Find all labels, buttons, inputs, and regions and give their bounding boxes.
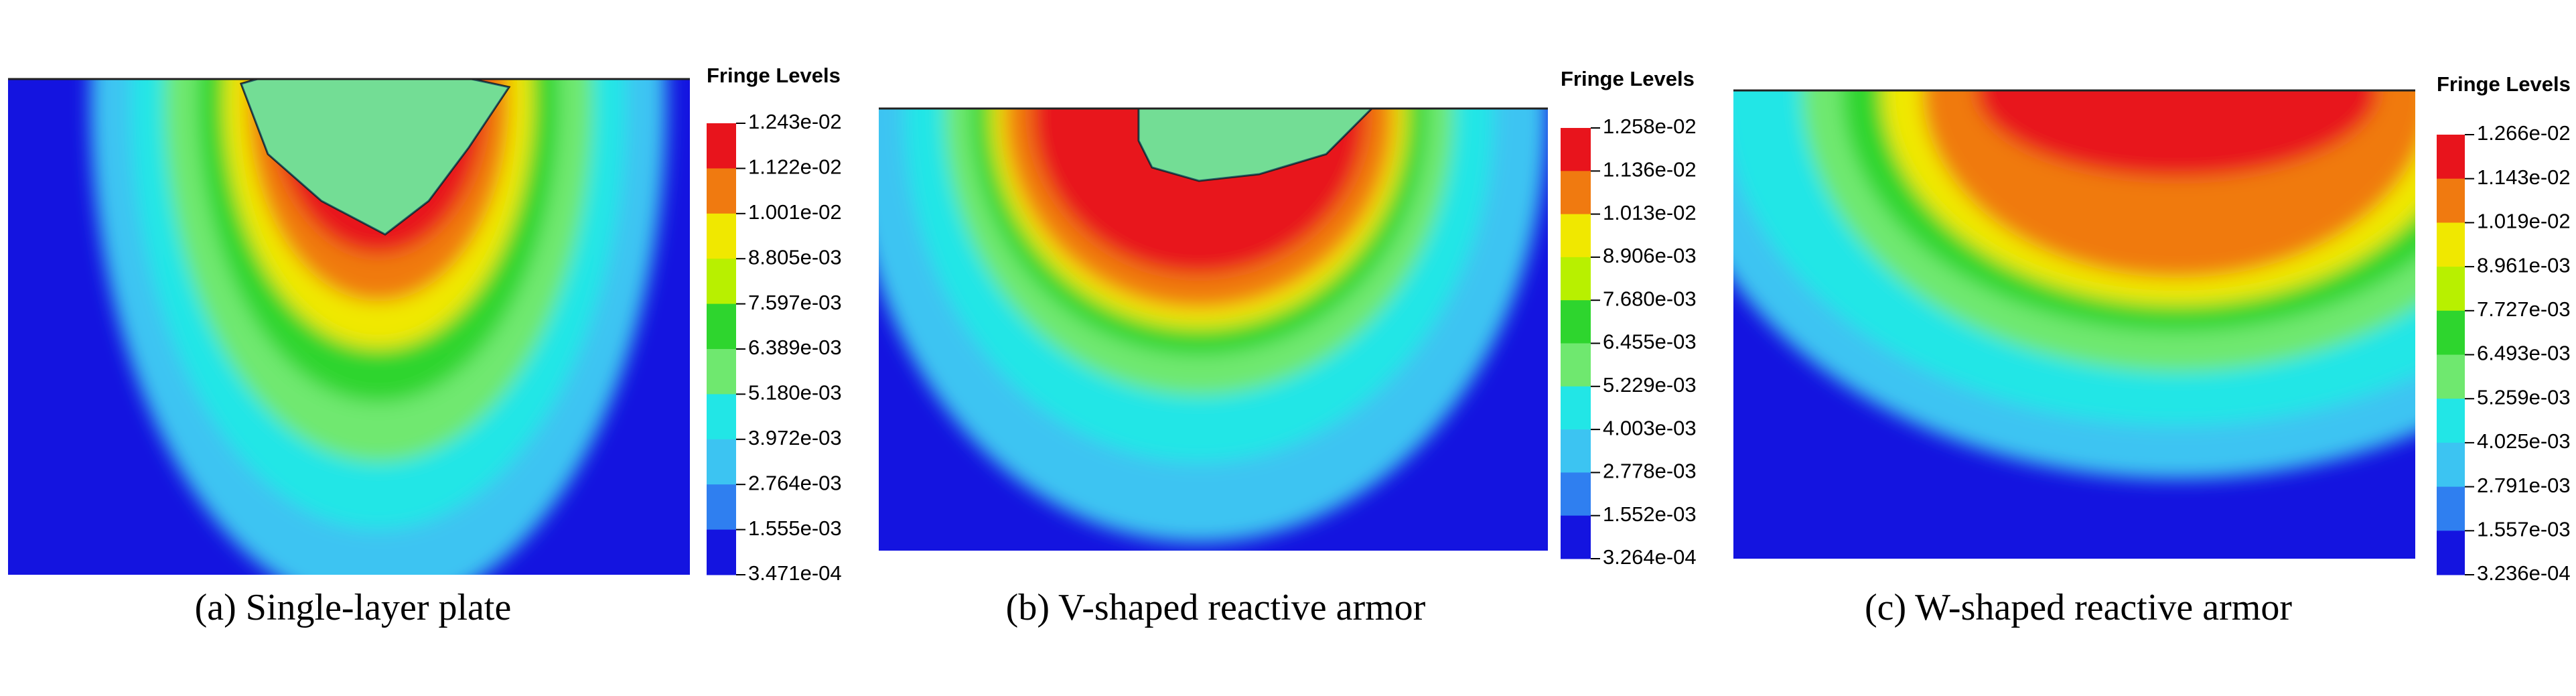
legend-band [1561,171,1591,215]
legend-band [2437,222,2465,267]
legend-level: 3.264e-04 [1603,545,1697,569]
caption: (a) Single-layer plate [195,587,512,628]
legend-level: 3.471e-04 [748,561,842,585]
legend-level: 6.455e-03 [1603,330,1697,354]
legend-level: 5.229e-03 [1603,373,1697,397]
legend-level: 1.552e-03 [1603,502,1697,526]
legend-band [707,259,736,305]
legend-level: 6.493e-03 [2477,342,2571,365]
legend-level: 3.972e-03 [748,426,842,449]
legend-band [1561,472,1591,516]
legend-level: 8.906e-03 [1603,244,1697,267]
contour-layers [879,109,1547,543]
legend-band [707,168,736,214]
contour-layers [1733,90,2415,479]
legend-level: 1.258e-02 [1603,115,1697,138]
legend-level: 1.019e-02 [2477,210,2571,233]
legend-level: 4.003e-03 [1603,416,1697,439]
crater-facet [241,79,509,234]
legend-band [2437,399,2465,443]
legend-band [1561,128,1591,171]
legend-level: 1.001e-02 [748,200,842,224]
panel: Fringe Levels 1.258e-02 1.136e-02 1.013e-02… [879,67,1697,628]
contour-plot [879,109,1548,551]
crater [240,79,511,236]
legend-band [707,349,736,395]
legend-level: 4.025e-03 [2477,429,2571,453]
legend-band [707,529,736,575]
legend-band [1561,343,1591,387]
legend-level: 8.961e-03 [2477,253,2571,277]
legend-level: 7.597e-03 [748,291,842,314]
legend-level: 1.122e-02 [748,155,842,179]
legend-level: 8.805e-03 [748,245,842,269]
caption: (b) V-shaped reactive armor [1006,587,1426,628]
legend-level: 1.243e-02 [748,110,842,133]
legend-level: 1.013e-02 [1603,201,1697,224]
legend-band [2437,486,2465,531]
legend-band [2437,135,2465,180]
legend-band [707,213,736,259]
legend-band [2437,310,2465,355]
legend-band [2437,531,2465,575]
panel: Fringe Levels 1.266e-02 1.143e-02 1.019e-02… [1733,72,2571,628]
legend-band [2437,178,2465,223]
crater-facet [1139,109,1372,181]
legend-band [707,303,736,350]
legend-level: 7.727e-03 [2477,297,2571,321]
legend-band [1561,214,1591,258]
legend-level: 1.136e-02 [1603,157,1697,181]
legend-level: 3.236e-04 [2477,561,2571,585]
contour-plot [1733,90,2415,559]
crater [1137,109,1374,182]
legend-level: 1.266e-02 [2477,121,2571,145]
legend-band [1561,300,1591,344]
legend-title: Fringe Levels [1561,67,1695,90]
legend-band [1561,429,1591,473]
legend-level: 6.389e-03 [748,336,842,359]
legend-band [1561,257,1591,301]
legend-band [707,394,736,440]
legend-level: 1.555e-03 [748,516,842,540]
legend-level: 2.778e-03 [1603,460,1697,483]
legend-title: Fringe Levels [2437,72,2571,96]
legend-band [707,439,736,485]
legend-level: 1.557e-03 [2477,517,2571,541]
panel: Fringe Levels 1.243e-02 1.122e-02 1.001e-02… [8,64,842,628]
legend-band [2437,442,2465,488]
legend-band [2437,354,2465,399]
legend-band [2437,267,2465,311]
legend-band [707,123,736,169]
legend-level: 2.764e-03 [748,471,842,494]
legend-band [1561,515,1591,559]
contour-plot [8,79,690,575]
contour-band [1976,90,2378,178]
legend-level: 5.180e-03 [748,381,842,405]
legend-band [1561,386,1591,430]
legend-level: 7.680e-03 [1603,287,1697,310]
legend-level: 5.259e-03 [2477,385,2571,409]
legend-level: 1.143e-02 [2477,165,2571,189]
caption: (c) W-shaped reactive armor [1865,587,2292,628]
legend-band [707,484,736,531]
legend-title: Fringe Levels [707,64,841,87]
legend-level: 2.791e-03 [2477,474,2571,497]
